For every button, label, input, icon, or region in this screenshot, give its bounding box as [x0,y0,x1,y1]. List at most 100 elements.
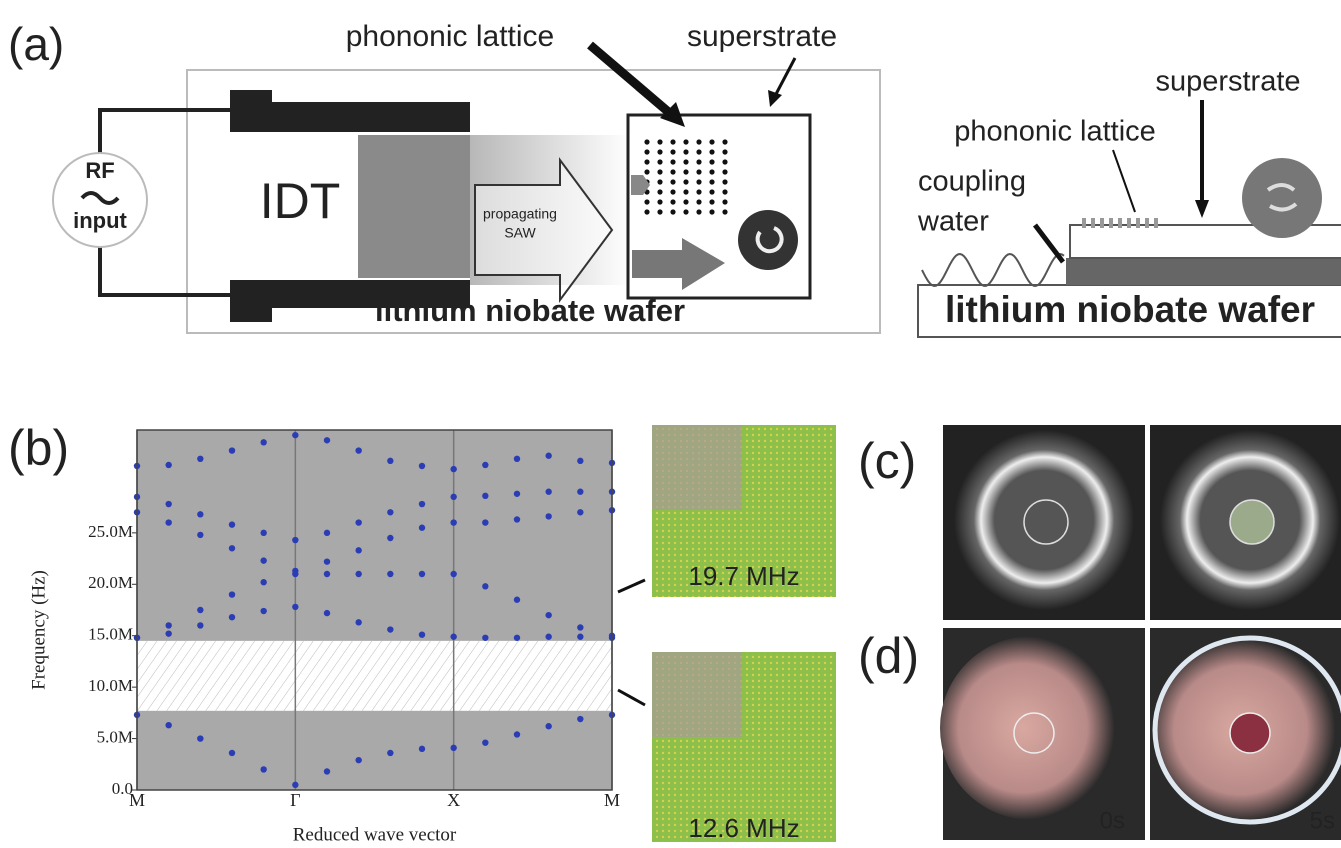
field-map-lattice [652,652,742,737]
lattice-dot [657,199,663,205]
band-point [513,634,521,641]
lattice-dot [722,179,728,185]
band-point [450,744,457,752]
band-point [387,626,394,633]
lattice-dot [644,139,650,145]
band-point [482,583,489,590]
panel-d: (d) 0s 5s [858,628,1341,840]
label: superstrate [687,20,837,53]
band-point [482,461,489,469]
lattice-dot [670,179,676,185]
droplet-outline [1229,712,1271,754]
band-point [323,529,331,537]
band-point [355,619,362,626]
lattice-post [1136,218,1140,228]
lattice-dot [709,209,715,215]
lattice-dot [670,159,676,165]
lattice-dot [722,209,728,215]
lattice-dot [657,179,663,185]
lattice-post [1127,218,1131,228]
wafer [917,284,1341,338]
band-point [323,558,331,565]
band-point [418,462,426,470]
band-point [577,509,584,516]
band-point [228,447,236,454]
droplet [1242,158,1322,238]
lattice-dot [644,199,650,205]
lattice-dot [709,139,715,145]
band-point [323,768,331,775]
lattice-dot [683,199,689,205]
pointer [1112,149,1136,213]
band-point [577,457,584,465]
band-point [577,633,584,640]
lattice-dot [657,139,663,145]
band-point [545,488,552,495]
lattice-dot [670,189,676,195]
band-point [513,731,521,738]
saw-arrow [632,238,725,290]
lattice-dot [696,159,702,165]
wire [98,108,232,153]
band-point [228,749,236,757]
coupling-layer [1066,258,1341,285]
band-point [197,511,204,518]
pointer [1033,223,1065,264]
y-tick-label: 15.0M [88,625,133,644]
time-label: 0s [1100,807,1125,834]
lattice-dot [722,199,728,205]
band-point [323,570,331,578]
pointer [660,102,685,127]
panel-b: (b) M Γ X M0.05.0M10.0M15.0M20.0M25.0MReduc… [8,420,836,845]
band-point [355,447,362,454]
x-tick-label: M [604,790,620,810]
phononic-lattice [1082,218,1158,228]
plot-area [137,430,612,790]
y-axis-label: Frequency (Hz) [28,570,49,690]
lattice-dot [696,169,702,175]
band-point [418,500,426,508]
band-point [197,455,204,462]
lattice-dot [696,199,702,205]
lattice-dot [696,149,702,155]
band-point [165,461,172,469]
pointer [1195,200,1209,218]
label: superstrate [1155,66,1300,98]
lattice-dot [644,209,650,215]
band-point [228,614,236,621]
x-axis-label: Reduced wave vector [293,824,457,845]
band-point [260,529,267,537]
lattice-post [1100,218,1104,228]
lattice-post [1145,218,1149,228]
wafer-label: lithium niobate wafer [945,289,1315,330]
wafer-outline [186,69,881,334]
lattice-dot [657,189,663,195]
band-point [577,488,584,495]
y-tick-label: 25.0M [88,522,133,541]
band-point [197,531,204,539]
lattice-dot [696,179,702,185]
lattice-dot [670,149,676,155]
pointer [773,57,797,97]
pointer [617,688,646,707]
lattice-dot [683,179,689,185]
lattice-dot [683,169,689,175]
panel-c: (c) 0s 7s [858,425,1341,620]
band-point [545,452,552,459]
plot-frame [136,429,613,791]
band-point [292,536,299,544]
lattice-dot [696,139,702,145]
saw-label: propagating [483,206,557,222]
wire [98,247,232,297]
droplet [738,210,798,270]
lattice-post [1154,218,1158,228]
lattice-dot [722,139,728,145]
side-view: lithium niobate wafer superstrate phonon… [917,66,1341,338]
y-tick-label: 20.0M [88,573,133,592]
lattice-dot [670,169,676,175]
droplet-outline [1023,499,1069,545]
lattice-dot [644,159,650,165]
band-point [450,570,457,578]
lattice-dot [709,189,715,195]
band-point [165,519,172,526]
